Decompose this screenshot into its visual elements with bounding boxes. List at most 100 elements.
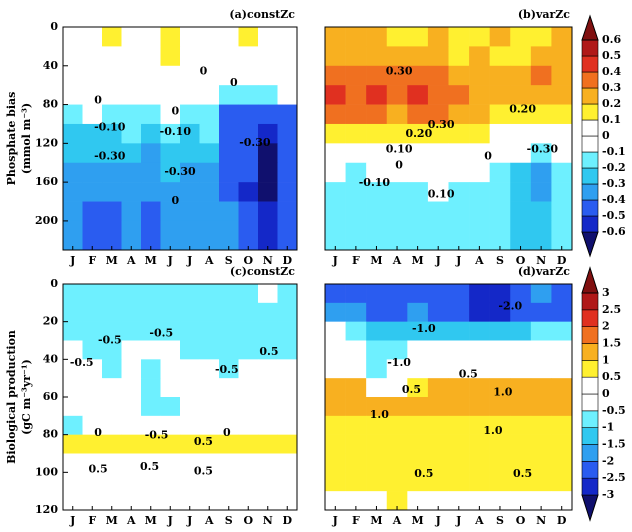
heat-cell <box>530 162 552 183</box>
heat-cell <box>82 162 103 183</box>
heat-cell <box>180 284 200 304</box>
heat-cell <box>258 143 278 164</box>
heat-cell <box>551 302 573 322</box>
heat-cell <box>63 491 83 511</box>
colorbar-label: -0.2 <box>602 161 626 174</box>
contour-label: -0.10 <box>94 120 126 133</box>
heat-cell <box>63 472 83 492</box>
colorbar-bin <box>581 461 599 479</box>
heat-cell <box>448 415 470 435</box>
heat-cell <box>258 321 278 341</box>
heat-cell <box>199 143 220 164</box>
heat-cell <box>63 321 83 341</box>
heat-cell <box>258 162 278 183</box>
heat-cell <box>530 302 552 322</box>
heat-cell <box>530 220 552 251</box>
heat-cell <box>325 453 346 473</box>
heat-cell <box>102 491 122 511</box>
heat-cell <box>489 201 511 222</box>
heat-cell <box>510 85 532 105</box>
heat-cell <box>427 162 449 183</box>
heat-cell <box>510 284 532 304</box>
heat-cell <box>238 453 259 473</box>
heat-cell <box>121 46 142 67</box>
heat-cell <box>180 123 200 144</box>
x-tick-label: O <box>516 514 526 527</box>
heat-cell <box>530 65 552 86</box>
colorbar-label: 1 <box>602 353 610 366</box>
heat-cell <box>82 123 103 144</box>
heat-cell <box>141 378 161 398</box>
x-tick-label: D <box>557 514 567 527</box>
heat-cell <box>63 434 83 454</box>
heat-cell <box>448 491 470 511</box>
heat-cell <box>141 27 161 47</box>
heat-cell <box>199 397 220 417</box>
heat-cell <box>325 321 346 341</box>
heat-cell <box>530 491 552 511</box>
heat-cell <box>63 65 83 86</box>
heat-cell <box>551 434 573 454</box>
heat-cell <box>82 302 103 322</box>
x-tick-label: S <box>225 254 233 267</box>
heat-cell <box>141 359 161 379</box>
heat-cell <box>551 182 573 202</box>
heat-cell <box>530 415 552 435</box>
heat-cell <box>366 340 388 360</box>
heat-cell <box>238 104 259 125</box>
heat-cell <box>121 453 142 473</box>
heat-cell <box>160 104 181 125</box>
heat-cell <box>366 220 388 251</box>
heat-cell <box>141 123 161 144</box>
heat-cell <box>366 397 388 417</box>
heat-cell <box>258 397 278 417</box>
heat-cell <box>219 123 239 144</box>
colorbar-label: 0 <box>602 129 610 142</box>
heat-cell <box>199 415 220 435</box>
heat-cell <box>238 302 259 322</box>
heat-cell <box>141 415 161 435</box>
heat-cell <box>469 321 490 341</box>
heat-cell <box>407 143 429 164</box>
heat-cell <box>345 65 367 86</box>
heat-cell <box>469 220 490 251</box>
heat-cell <box>427 182 449 202</box>
heat-cell <box>238 85 259 105</box>
heat-cell <box>63 123 83 144</box>
colorbar-bin <box>581 87 599 105</box>
heat-cell <box>448 65 470 86</box>
contour-label: -0.10 <box>359 176 391 189</box>
heat-cell <box>366 302 388 322</box>
heat-cell <box>219 472 239 492</box>
heat-cell <box>469 85 490 105</box>
heat-cell <box>102 453 122 473</box>
y-tick-label: 120 <box>35 503 58 516</box>
plot-frame <box>62 26 298 251</box>
heat-cell <box>530 397 552 417</box>
heat-cell <box>427 284 449 304</box>
x-tick-label: A <box>126 514 136 527</box>
heat-cell <box>345 27 367 47</box>
contour-label: -0.5 <box>215 363 239 376</box>
colorbar-bin <box>581 292 599 311</box>
heat-cell <box>510 65 532 86</box>
heat-cell <box>199 65 220 86</box>
x-tick-label: M <box>370 514 382 527</box>
heat-cell <box>386 201 408 222</box>
heat-cell <box>386 123 408 144</box>
colorbar-bin <box>581 427 599 445</box>
heat-cell <box>448 46 470 67</box>
x-tick-label: M <box>370 254 382 267</box>
heat-cell <box>63 359 83 379</box>
contour-label: 0 <box>171 105 179 118</box>
heat-cell <box>325 359 346 379</box>
heat-cell <box>199 182 220 202</box>
heat-cell <box>277 85 298 105</box>
heat-cell <box>63 415 83 435</box>
heat-cell <box>345 302 367 322</box>
contour-label: -0.5 <box>145 428 169 441</box>
x-tick-label: A <box>474 514 484 527</box>
heat-cell <box>386 104 408 125</box>
plot-frame <box>324 283 573 511</box>
heat-cell <box>366 415 388 435</box>
